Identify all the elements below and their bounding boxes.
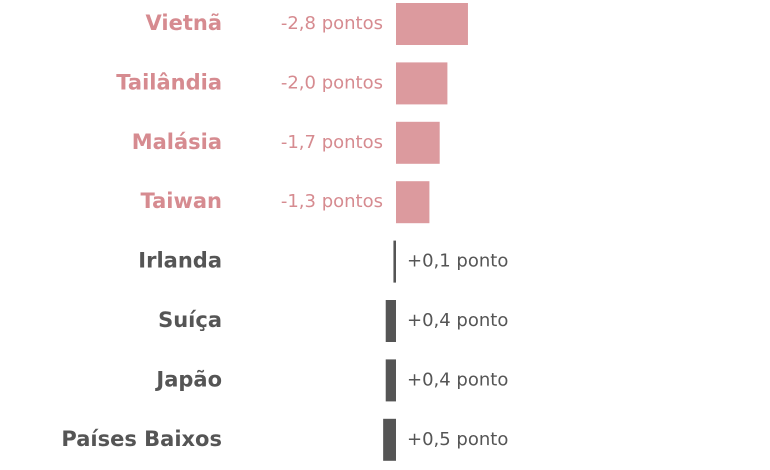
value-label: +0,4 ponto <box>407 369 508 390</box>
value-label: -1,3 pontos <box>281 191 383 212</box>
category-label: Japão <box>154 367 222 391</box>
bar <box>385 300 396 342</box>
category-label: Países Baixos <box>61 427 222 451</box>
bar <box>396 62 448 105</box>
value-label: -2,8 pontos <box>281 13 383 34</box>
value-label: -2,0 pontos <box>281 72 383 93</box>
category-label: Tailândia <box>116 70 222 94</box>
value-label: -1,7 pontos <box>281 132 383 153</box>
bar <box>396 3 468 45</box>
bar <box>396 121 440 164</box>
category-label: Irlanda <box>138 249 222 273</box>
bar <box>385 359 396 402</box>
value-label: +0,1 ponto <box>407 251 508 272</box>
category-label: Taiwan <box>140 189 222 213</box>
category-label: Suíça <box>158 308 222 332</box>
category-label: Malásia <box>132 130 222 154</box>
value-label: +0,5 ponto <box>407 429 508 450</box>
bar <box>396 181 430 224</box>
bar <box>393 240 396 283</box>
category-label: Vietnã <box>146 11 222 35</box>
bar <box>383 418 396 461</box>
value-label: +0,4 ponto <box>407 310 508 331</box>
